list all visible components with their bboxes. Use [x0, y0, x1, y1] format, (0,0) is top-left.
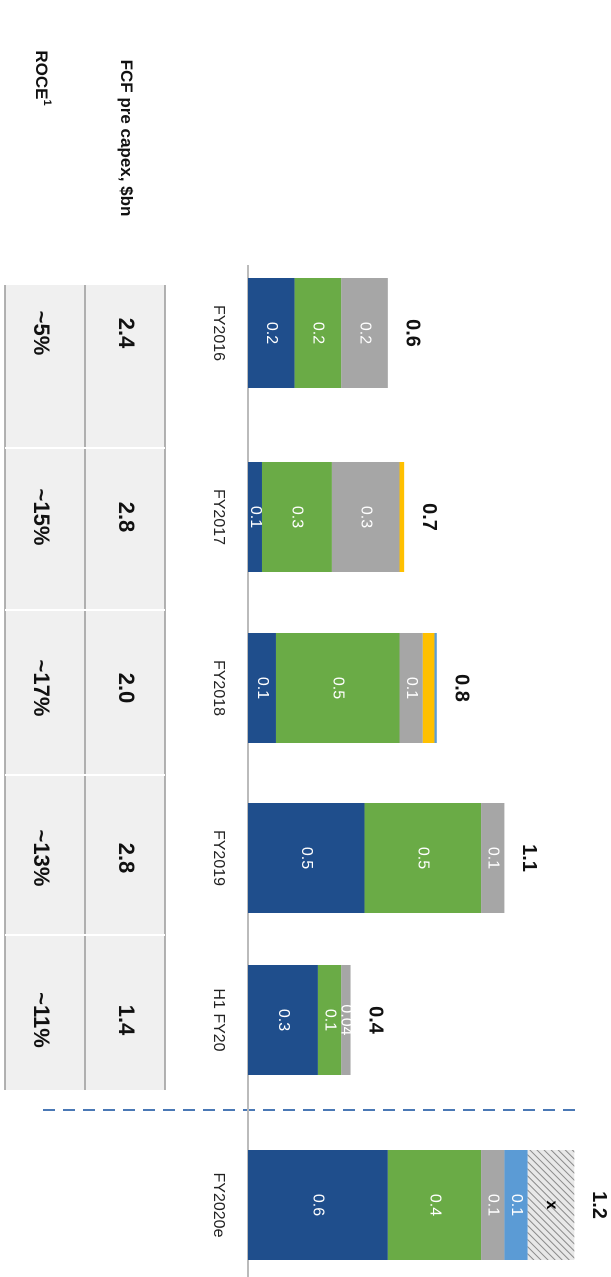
row-label-sup: 1	[41, 100, 53, 106]
bar-segment	[399, 462, 405, 572]
row-label: FCF pre capex, $bn	[117, 60, 136, 217]
bar-segment	[248, 803, 365, 913]
table-cell: ~5%	[29, 311, 54, 356]
bar-segment	[247, 965, 318, 1075]
segment-label: 0.1	[247, 506, 264, 528]
segment-label: 0.5	[298, 847, 315, 869]
segment-label: 0.1	[254, 677, 271, 699]
bar-segment	[248, 1150, 388, 1260]
rotated-chart: FY2016 0.2 0.2 0.2 0.6 FY2017 0.1 0.3 0.3 0.7 FY20…	[4, 50, 610, 1277]
table-cell: ~15%	[29, 489, 54, 546]
bar-segment	[387, 1150, 482, 1260]
bar-segment	[422, 633, 435, 743]
segment-label: 0.2	[356, 322, 373, 344]
bar-segment	[481, 803, 505, 913]
bar-segment	[399, 633, 423, 743]
segment-label: 0.2	[310, 322, 327, 344]
bar-segment	[248, 278, 295, 388]
category-label: FY2017	[210, 489, 227, 545]
bar-segment	[341, 965, 351, 1075]
table-cell: 2.0	[114, 673, 139, 704]
total-label: 0.8	[451, 674, 473, 702]
segment-label: 0.1	[508, 1194, 525, 1216]
segment-label: 0.5	[415, 847, 432, 869]
total-label: 0.6	[402, 319, 424, 347]
bar-segment	[364, 803, 482, 913]
table-cell: ~13%	[29, 830, 54, 887]
segment-label: 0.1	[484, 1194, 501, 1216]
table-cell: 2.8	[114, 502, 139, 533]
table-cell: 1.4	[114, 1005, 139, 1036]
row-label-text: FCF pre capex, $bn	[117, 60, 136, 217]
total-label: 0.7	[418, 503, 440, 531]
table-cell: ~17%	[29, 660, 54, 717]
segment-label: 0.3	[275, 1009, 292, 1031]
segment-label: 0.04	[338, 1004, 355, 1035]
segment-label: 0.6	[310, 1194, 327, 1216]
table-cell: ~11%	[29, 992, 54, 1048]
row-label: ROCE1	[32, 50, 54, 105]
table-cell: 2.4	[114, 318, 139, 349]
bar-segment	[481, 1150, 505, 1260]
bar-segment	[294, 278, 342, 388]
category-label: FY2019	[210, 830, 227, 886]
total-label: 0.4	[364, 1006, 386, 1035]
segment-label: 0.3	[357, 506, 374, 528]
bar-segment	[504, 1150, 528, 1260]
bar-segment	[261, 462, 332, 572]
bar-segment	[275, 633, 400, 743]
segment-label: 0.1	[321, 1009, 338, 1031]
segment-label: x	[543, 1201, 560, 1210]
bar-segment	[341, 278, 388, 388]
total-label: 1.2	[588, 1191, 610, 1219]
bar-segment	[248, 633, 276, 743]
category-label: FY2020e	[210, 1173, 227, 1238]
bar-segment	[434, 633, 437, 743]
bar-segment	[331, 462, 400, 572]
bar-segment	[248, 462, 262, 572]
total-label: 1.1	[518, 844, 540, 872]
table-cell: 2.8	[114, 843, 139, 874]
segment-label: 0.1	[484, 847, 501, 869]
segment-label: 0.5	[330, 677, 347, 699]
category-label: H1 FY20	[210, 988, 227, 1051]
segment-label: 0.1	[403, 677, 420, 699]
category-label: FY2016	[210, 305, 227, 361]
bar-segment	[317, 965, 342, 1075]
segment-label: 0.2	[263, 322, 280, 344]
segment-label: 0.4	[426, 1194, 443, 1216]
bar-segment	[527, 1150, 575, 1260]
row-label-text: ROCE	[32, 50, 51, 99]
category-label: FY2018	[210, 660, 227, 716]
segment-label: 0.3	[289, 506, 306, 528]
